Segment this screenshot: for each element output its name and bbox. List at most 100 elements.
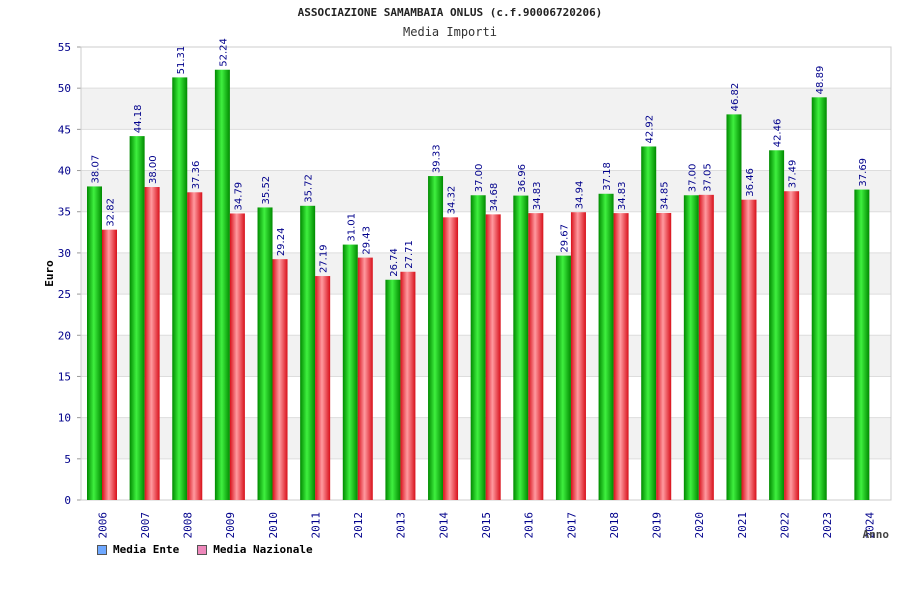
x-tick-label: 2007 (139, 512, 152, 539)
bar-media-nazionale (400, 271, 416, 500)
bar-media-nazionale (229, 213, 245, 500)
bar-media-ente (513, 195, 529, 501)
bar-media-ente (641, 146, 657, 500)
legend-swatch-nazionale (197, 544, 208, 555)
bar-media-ente (428, 176, 444, 500)
data-label: 31.01 (346, 213, 357, 242)
data-label: 37.05 (702, 163, 713, 192)
bar-media-ente (470, 195, 486, 500)
data-label: 51.31 (176, 46, 187, 75)
legend: Media Ente Media Nazionale (97, 543, 313, 556)
x-tick-label: 2024 (864, 512, 877, 539)
bar-media-nazionale (315, 276, 331, 500)
data-label: 26.74 (389, 248, 400, 277)
y-tick-label: 50 (58, 82, 71, 95)
bar-media-ente (811, 97, 827, 500)
data-label: 42.46 (773, 119, 784, 148)
y-tick-label: 5 (64, 453, 71, 466)
data-label: 32.82 (106, 198, 117, 227)
bar-media-ente (555, 255, 571, 500)
data-label: 42.92 (645, 115, 656, 144)
x-tick-label: 2020 (693, 512, 706, 539)
data-label: 34.83 (532, 181, 543, 210)
x-tick-label: 2017 (565, 512, 578, 539)
y-tick-label: 30 (58, 247, 71, 260)
y-tick-label: 25 (58, 288, 71, 301)
legend-label-media-ente: Media Ente (113, 543, 180, 556)
data-label: 36.46 (745, 168, 756, 197)
x-tick-label: 2011 (309, 512, 322, 539)
x-tick-label: 2019 (651, 512, 664, 539)
data-label: 34.83 (617, 181, 628, 210)
data-label: 46.82 (730, 83, 741, 112)
x-tick-label: 2012 (352, 512, 365, 539)
data-label: 37.00 (687, 164, 698, 193)
bar-media-ente (683, 195, 699, 500)
y-tick-label: 45 (58, 123, 71, 136)
x-tick-label: 2013 (395, 512, 408, 539)
data-label: 34.32 (447, 186, 458, 215)
bar-media-ente (769, 150, 785, 500)
data-label: 38.00 (148, 155, 159, 184)
y-axis-label: Euro (43, 260, 56, 287)
x-tick-label: 2016 (523, 512, 536, 539)
bar-media-nazionale (187, 192, 203, 500)
x-tick-label: 2021 (736, 512, 749, 539)
x-tick-label: 2018 (608, 512, 621, 539)
data-label: 34.85 (660, 181, 671, 210)
x-tick-label: 2006 (96, 512, 109, 539)
bar-media-nazionale (485, 214, 501, 500)
bar-media-nazionale (570, 212, 586, 501)
legend-swatch-ente (97, 544, 107, 555)
bar-media-nazionale (528, 213, 544, 501)
bar-media-ente (129, 136, 145, 501)
bar-media-nazionale (784, 191, 800, 500)
data-label: 35.72 (304, 174, 315, 203)
legend-item-media-nazionale: Media Nazionale (197, 543, 313, 556)
legend-item-media-ente: Media Ente (97, 543, 179, 556)
data-label: 34.79 (233, 182, 244, 211)
bar-media-ente (342, 244, 358, 500)
data-label: 37.49 (788, 160, 799, 189)
bar-media-ente (726, 114, 742, 501)
bar-media-nazionale (102, 229, 117, 500)
data-label: 39.33 (432, 144, 443, 173)
x-axis-label: Anno (863, 528, 890, 541)
y-tick-label: 10 (58, 412, 71, 425)
legend-label-media-nazionale: Media Nazionale (213, 543, 313, 556)
data-label: 29.24 (276, 228, 287, 257)
data-label: 34.68 (489, 183, 500, 212)
data-label: 27.71 (404, 240, 415, 269)
data-label: 52.24 (218, 38, 229, 67)
bar-media-nazionale (613, 213, 629, 501)
x-tick-label: 2023 (821, 512, 834, 539)
bar-media-ente (385, 279, 401, 500)
bar-media-ente (87, 186, 102, 500)
bar-media-nazionale (741, 199, 757, 500)
data-label: 34.94 (574, 181, 585, 210)
bar-media-ente (854, 189, 870, 500)
chart-subtitle: Media Importi (403, 25, 497, 39)
bar-media-ente (300, 205, 316, 500)
bar-media-nazionale (272, 259, 288, 500)
data-label: 48.89 (815, 66, 826, 95)
bar-media-nazionale (656, 212, 672, 501)
y-tick-label: 35 (58, 206, 71, 219)
bar-media-ente (598, 193, 614, 500)
chart-title: ASSOCIAZIONE SAMAMBAIA ONLUS (c.f.900067… (297, 6, 603, 19)
bar-media-nazionale (357, 257, 373, 500)
data-label: 44.18 (133, 104, 144, 133)
data-label: 36.96 (517, 164, 528, 193)
y-tick-label: 55 (58, 41, 71, 54)
y-tick-label: 20 (58, 329, 71, 342)
data-label: 37.36 (191, 161, 202, 190)
x-tick-label: 2014 (437, 512, 450, 539)
x-tick-label: 2015 (480, 512, 493, 539)
grid-band (81, 88, 891, 130)
y-tick-label: 0 (64, 494, 71, 507)
data-label: 29.67 (559, 224, 570, 253)
x-tick-label: 2008 (182, 512, 195, 539)
bar-media-nazionale (698, 194, 714, 501)
y-tick-label: 15 (58, 370, 71, 383)
